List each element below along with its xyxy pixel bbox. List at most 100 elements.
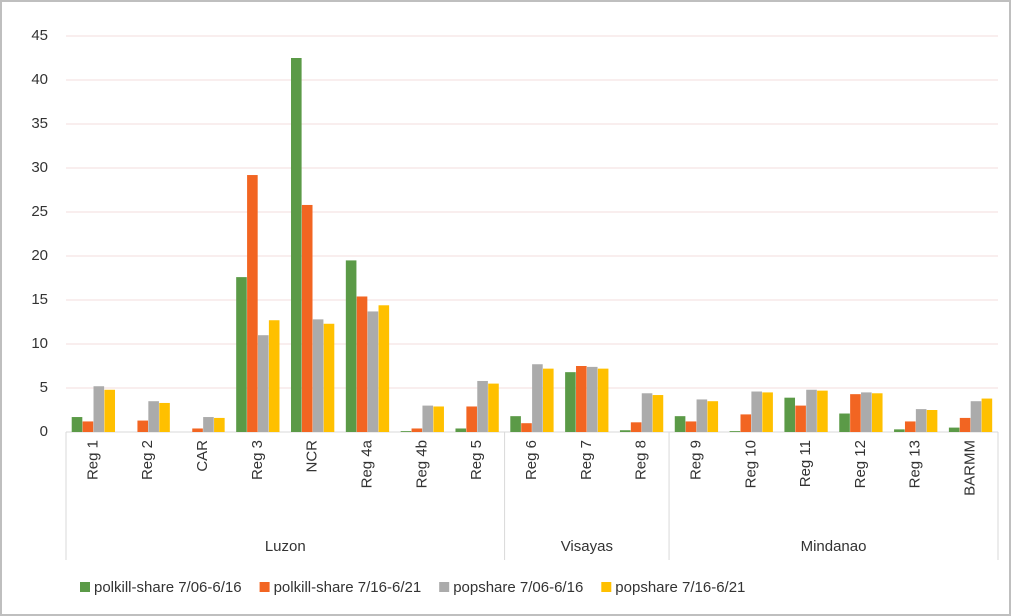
x-tick-label: Reg 11 xyxy=(797,440,814,487)
x-tick-label: Reg 3 xyxy=(249,440,266,480)
x-tick-label: NCR xyxy=(304,440,321,473)
bar xyxy=(630,422,642,432)
y-tick-label: 25 xyxy=(31,203,48,220)
bar xyxy=(411,428,423,432)
x-tick-label: Reg 5 xyxy=(468,440,485,480)
legend-label: popshare 7/06-6/16 xyxy=(453,579,583,596)
bar xyxy=(400,431,412,432)
bar xyxy=(291,58,302,432)
bar xyxy=(817,390,828,432)
x-tick-label: Reg 13 xyxy=(907,440,924,488)
bar xyxy=(148,401,159,432)
x-tick-label: Reg 1 xyxy=(84,440,101,480)
bar xyxy=(345,260,357,432)
bar xyxy=(477,380,488,432)
bar xyxy=(576,366,587,432)
bar xyxy=(203,417,214,432)
bar xyxy=(104,389,116,432)
x-tick-label: Reg 2 xyxy=(139,440,156,480)
bar xyxy=(850,394,861,432)
y-tick-label: 0 xyxy=(40,423,48,440)
x-tick-label: Reg 4a xyxy=(358,439,375,488)
bar xyxy=(762,392,773,432)
bar xyxy=(959,417,971,432)
bar xyxy=(970,401,982,432)
bar xyxy=(137,420,149,432)
legend-swatch xyxy=(80,582,90,592)
bar xyxy=(257,335,269,432)
bar xyxy=(93,386,105,432)
group-label: Luzon xyxy=(265,538,306,555)
bar xyxy=(488,383,499,432)
bar xyxy=(367,311,379,432)
x-tick-label: BARMM xyxy=(962,440,979,496)
bar xyxy=(740,414,752,432)
y-tick-label: 35 xyxy=(31,115,48,132)
bar xyxy=(894,429,905,432)
bar xyxy=(707,401,719,432)
y-tick-label: 15 xyxy=(31,291,48,308)
bar xyxy=(981,398,993,432)
bar xyxy=(433,406,444,432)
group-label: Visayas xyxy=(561,538,613,555)
x-tick-label: CAR xyxy=(194,440,211,472)
bar xyxy=(597,368,609,432)
bar xyxy=(301,204,313,432)
bar xyxy=(466,406,477,432)
y-tick-label: 30 xyxy=(31,159,48,176)
x-tick-label: Reg 7 xyxy=(578,440,595,480)
bar xyxy=(641,393,653,432)
bar xyxy=(192,428,203,432)
legend-label: popshare 7/16-6/21 xyxy=(615,579,745,596)
bar xyxy=(685,421,697,432)
bar xyxy=(915,409,927,432)
bar xyxy=(356,296,368,432)
legend-swatch xyxy=(439,582,450,592)
bar xyxy=(247,175,258,433)
x-tick-label: Reg 9 xyxy=(687,440,704,480)
bar xyxy=(378,305,390,432)
y-tick-label: 40 xyxy=(31,71,48,88)
bar xyxy=(751,391,762,432)
x-tick-label: Reg 6 xyxy=(523,440,540,480)
bar xyxy=(422,405,434,432)
bar xyxy=(565,372,576,432)
bar xyxy=(948,427,960,432)
legend-label: polkill-share 7/06-6/16 xyxy=(94,579,242,596)
bar xyxy=(510,416,521,432)
bar xyxy=(904,421,916,432)
bar xyxy=(729,431,741,432)
x-tick-label: Reg 4b xyxy=(413,440,430,488)
bar xyxy=(455,428,467,432)
bar xyxy=(586,366,598,432)
group-label: Mindanao xyxy=(801,538,867,555)
bar xyxy=(871,393,883,432)
x-tick-label: Reg 10 xyxy=(742,440,759,488)
bar xyxy=(861,392,872,432)
bar xyxy=(839,413,850,432)
bar xyxy=(784,397,796,432)
bar xyxy=(159,402,170,432)
bar xyxy=(795,405,806,432)
bar xyxy=(82,421,94,432)
bar xyxy=(268,320,280,432)
y-tick-label: 5 xyxy=(40,379,48,396)
y-tick-label: 20 xyxy=(31,247,48,264)
x-tick-label: Reg 8 xyxy=(633,440,650,480)
legend-swatch xyxy=(259,582,270,592)
bar xyxy=(214,417,225,432)
bar xyxy=(236,277,247,432)
bar xyxy=(323,323,335,432)
bar xyxy=(926,410,938,432)
y-tick-label: 10 xyxy=(31,335,48,352)
x-tick-label: Reg 12 xyxy=(852,440,869,488)
bar xyxy=(312,319,324,432)
bar xyxy=(674,416,686,432)
bar xyxy=(806,389,817,432)
legend-swatch xyxy=(601,582,612,592)
bar xyxy=(521,423,532,432)
bar xyxy=(619,430,631,432)
legend-label: polkill-share 7/16-6/21 xyxy=(274,579,422,596)
